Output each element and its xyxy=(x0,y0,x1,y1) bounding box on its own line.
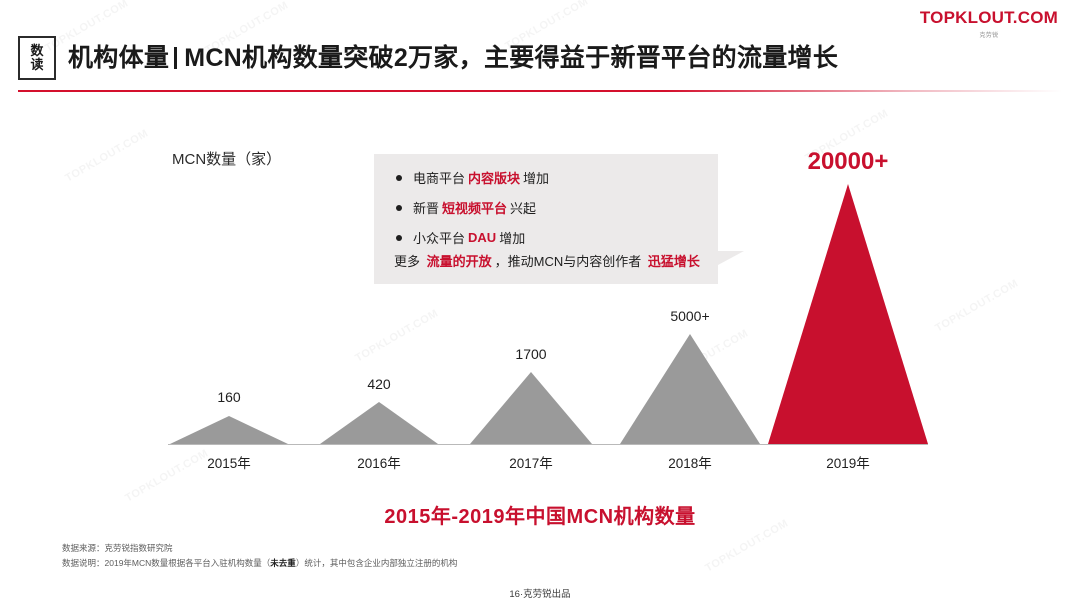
value-label-2017: 1700 xyxy=(515,346,547,362)
insights-callout: 电商平台 内容版块 增加 新晋 短视频平台 兴起 小众平台 DAU 增加 xyxy=(374,154,718,284)
summary-pre: 更多 xyxy=(394,254,421,269)
category-label-2015: 2015年 xyxy=(207,456,251,471)
insights-summary: 更多 流量的开放 ，推动MCN与内容创作者 迅猛增长 xyxy=(394,251,703,270)
insight-2-post: 兴起 xyxy=(510,201,537,216)
insight-3-pre: 小众平台 xyxy=(413,231,466,246)
footnote-source-text: 克劳锐指数研究院 xyxy=(104,543,173,553)
chart-caption: 2015年-2019年中国MCN机构数量 xyxy=(384,506,696,528)
page-footer: 16·克劳锐出品 xyxy=(509,589,571,600)
insight-1-highlight: 内容版块 xyxy=(468,171,521,186)
chart-baseline xyxy=(168,444,928,445)
category-label-2016: 2016年 xyxy=(357,456,401,471)
brand-logo: TOPKLOUT.COM 克劳锐 xyxy=(920,8,1058,39)
value-label-2019: 20000+ xyxy=(807,148,889,175)
bar-2017 xyxy=(470,372,592,444)
bar-2018 xyxy=(620,334,760,444)
page-title-prefix: 机构体量 xyxy=(68,44,170,72)
insights-list: 电商平台 内容版块 增加 新晋 短视频平台 兴起 小众平台 DAU 增加 xyxy=(374,154,718,247)
bullet-dot-icon xyxy=(396,204,402,211)
category-label-2019: 2019年 xyxy=(826,456,870,471)
page-title-main: MCN机构数量突破2万家，主要得益于新晋平台的流量增长 xyxy=(184,44,839,72)
chart: MCN数量（家） 160 420 1700 5000+ 20000+ 2015年… xyxy=(0,96,1080,516)
list-item: 电商平台 内容版块 增加 xyxy=(396,168,718,187)
value-label-2015: 160 xyxy=(217,389,241,405)
bullet-dot-icon xyxy=(396,174,402,181)
bar-2015 xyxy=(170,416,288,444)
slide-header: 数 读 机构体量 MCN机构数量突破2万家，主要得益于新晋平台的流量增长 xyxy=(0,30,1080,92)
footnote-note: 数据说明：2019年MCN数量根据各平台入驻机构数量（未去重）统计，其中包含企业… xyxy=(62,556,457,571)
category-label-2017: 2017年 xyxy=(509,456,553,471)
insight-1-post: 增加 xyxy=(523,171,550,186)
page-title: 机构体量 MCN机构数量突破2万家，主要得益于新晋平台的流量增长 xyxy=(68,38,838,74)
bar-2016 xyxy=(320,402,438,444)
insight-2-pre: 新晋 xyxy=(413,201,440,216)
footnote-note-a: 2019年MCN数量根据各平台入驻机构数量（ xyxy=(104,557,271,568)
insight-2-highlight: 短视频平台 xyxy=(442,201,508,216)
insight-1-pre: 电商平台 xyxy=(413,171,466,186)
bullet-dot-icon xyxy=(396,234,402,241)
bar-2019 xyxy=(768,184,928,444)
summary-highlight-2: 迅猛增长 xyxy=(647,254,700,269)
header-divider xyxy=(18,90,1062,92)
summary-highlight-1: 流量的开放 xyxy=(426,254,492,269)
chart-y-axis-label: MCN数量（家） xyxy=(172,151,282,168)
footnote-source-label: 数据来源： xyxy=(62,543,105,553)
badge-line-1: 数 xyxy=(30,43,44,59)
insight-3-post: 增加 xyxy=(499,231,526,246)
callout-tail xyxy=(718,251,744,265)
logo-subtext: 克劳锐 xyxy=(979,33,999,39)
footnote-note-c: ）统计，其中包含企业内部独立注册的机构 xyxy=(295,557,458,568)
value-label-2018: 5000+ xyxy=(670,308,710,324)
footnote-note-label: 数据说明： xyxy=(62,557,105,568)
section-badge: 数 读 xyxy=(18,36,56,80)
category-label-2018: 2018年 xyxy=(668,456,712,471)
list-item: 新晋 短视频平台 兴起 xyxy=(396,198,718,217)
summary-mid: ，推动MCN与内容创作者 xyxy=(494,254,642,269)
title-divider xyxy=(174,47,178,69)
badge-line-2: 读 xyxy=(30,57,44,72)
footnote-source: 数据来源：克劳锐指数研究院 xyxy=(62,541,457,556)
value-label-2016: 420 xyxy=(367,376,391,392)
footnotes: 数据来源：克劳锐指数研究院 数据说明：2019年MCN数量根据各平台入驻机构数量… xyxy=(62,541,457,571)
logo-text: TOPKLOUT.COM xyxy=(919,8,1058,27)
footnote-note-b: 未去重 xyxy=(270,557,296,568)
list-item: 小众平台 DAU 增加 xyxy=(396,228,718,247)
insight-3-highlight: DAU xyxy=(468,230,497,245)
